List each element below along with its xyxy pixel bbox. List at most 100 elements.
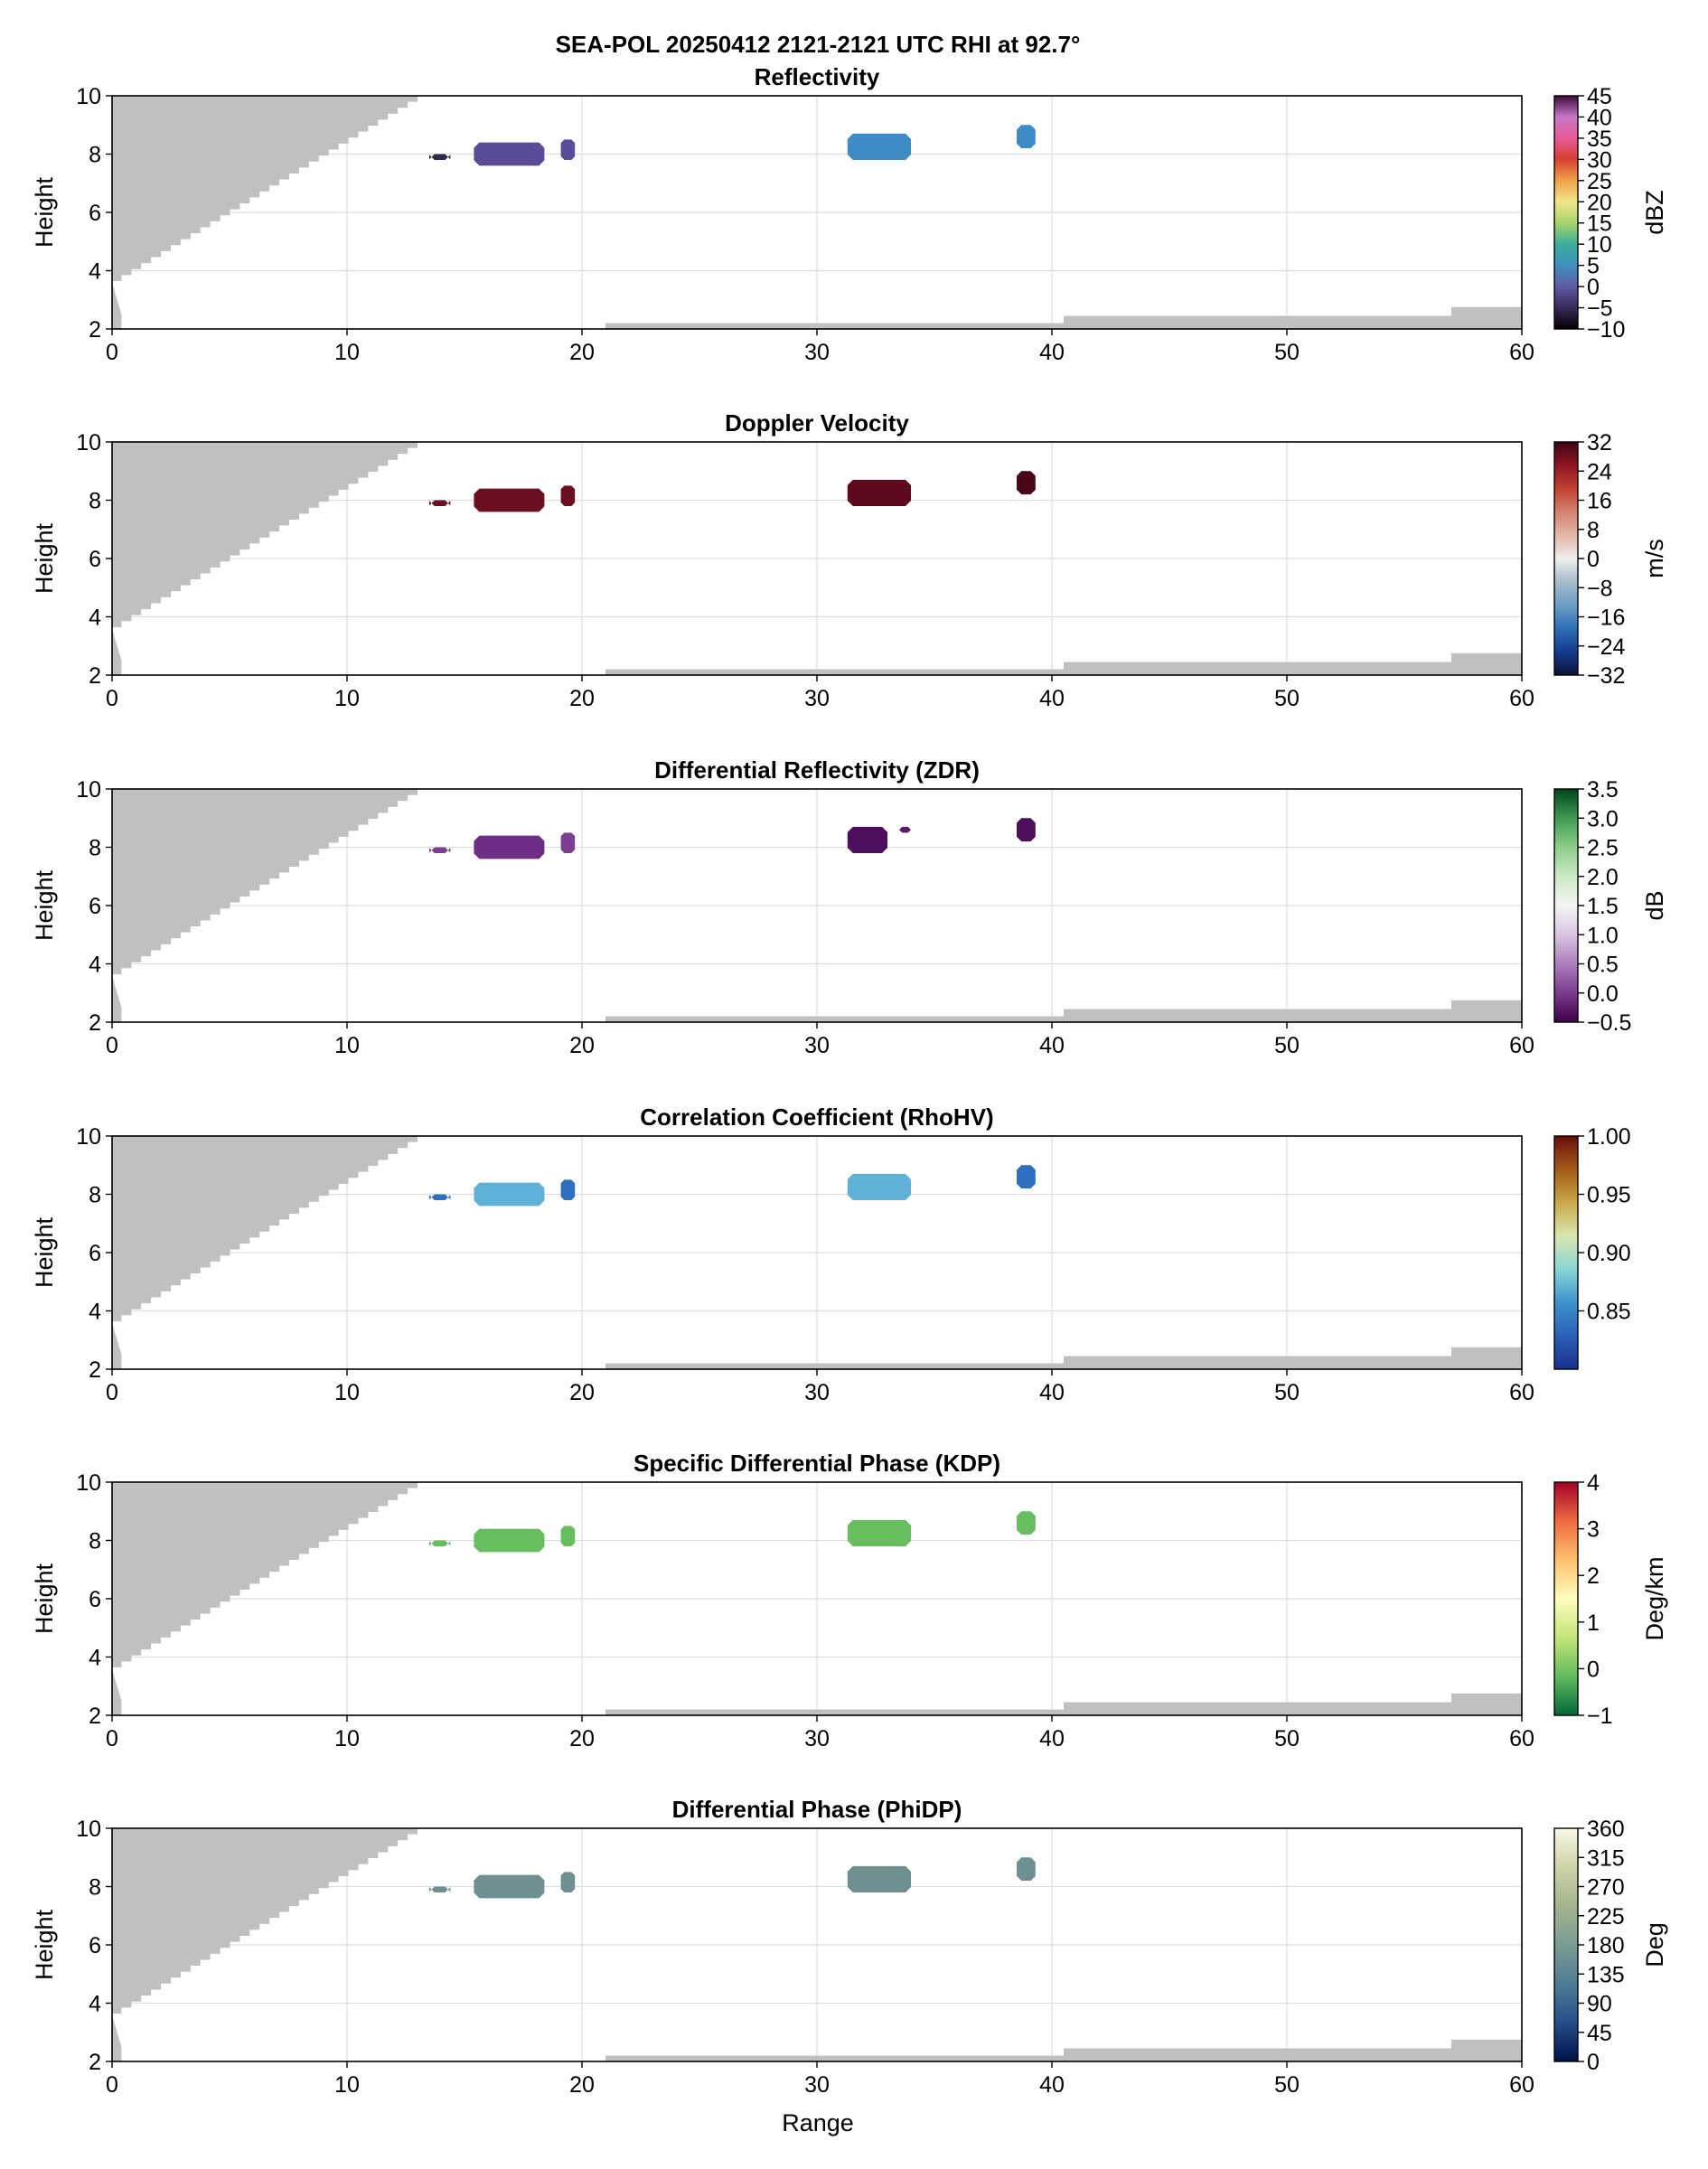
echo-cell (429, 1886, 451, 1892)
x-tick-label: 30 (804, 1726, 830, 1751)
colorbar-tick-label: 45 (1587, 2021, 1612, 2046)
colorbar-tick-label: 0 (1587, 2050, 1600, 2075)
y-tick-label: 2 (89, 2050, 101, 2075)
colorbar-tick-label: 35 (1587, 127, 1612, 152)
x-tick-label: 10 (334, 1726, 360, 1751)
x-tick-label: 0 (106, 340, 118, 365)
colorbar-tick-label: 270 (1587, 1875, 1625, 1901)
echo-cell (1017, 1857, 1036, 1882)
blocked-beam-region (111, 442, 418, 675)
echo-cell (560, 1526, 576, 1546)
echo-cell (560, 139, 576, 160)
x-tick-label: 60 (1509, 340, 1534, 365)
echo-cell (429, 847, 451, 853)
y-axis-label: Height (31, 1909, 58, 1980)
echo-cell (1017, 471, 1036, 495)
colorbar-tick-label: 0 (1587, 275, 1600, 300)
colorbar-label: Deg/km (1641, 1556, 1668, 1640)
y-tick-label: 4 (89, 1992, 101, 2017)
colorbar (1553, 1135, 1579, 1370)
x-tick-label: 20 (569, 340, 595, 365)
colorbar-tick-label: 20 (1587, 190, 1612, 215)
echo-cell (1017, 1165, 1036, 1189)
x-tick-label: 20 (569, 2072, 595, 2098)
below-horizon-region (605, 1709, 1064, 1715)
colorbar-tick-label: 10 (1587, 232, 1612, 258)
y-tick-label: 4 (89, 606, 101, 631)
x-tick-label: 10 (334, 1380, 360, 1405)
colorbar-tick-label: 2 (1587, 1563, 1600, 1589)
colorbar-tick-label: 225 (1587, 1904, 1625, 1930)
x-tick-label: 30 (804, 686, 830, 711)
x-tick-label: 50 (1274, 340, 1300, 365)
x-tick-label: 50 (1274, 1726, 1300, 1751)
x-tick-label: 10 (334, 686, 360, 711)
x-tick-label: 40 (1039, 2072, 1065, 2098)
colorbar-tick-label: 3.0 (1587, 806, 1619, 831)
x-tick-label: 40 (1039, 1726, 1065, 1751)
x-tick-label: 40 (1039, 1380, 1065, 1405)
y-tick-label: 6 (89, 1933, 101, 1958)
colorbar-tick-label: 1 (1587, 1610, 1600, 1636)
colorbar (1553, 1481, 1579, 1716)
colorbar-tick-label: 40 (1587, 105, 1612, 130)
colorbar-tick-label: 5 (1587, 254, 1600, 279)
x-tick-label: 10 (334, 2072, 360, 2098)
echo-cell (847, 826, 887, 853)
colorbar-tick-label: 180 (1587, 1933, 1625, 1958)
below-horizon-region (1064, 1009, 1451, 1022)
colorbar-tick-label: 135 (1587, 1962, 1625, 1987)
y-tick-label: 2 (89, 317, 101, 343)
y-tick-label: 2 (89, 1357, 101, 1383)
colorbar-tick-label: −8 (1587, 576, 1613, 601)
echo-cell (474, 142, 545, 166)
colorbar-tick-label: 90 (1587, 1992, 1612, 2017)
x-tick-label: 10 (334, 1033, 360, 1058)
x-tick-label: 20 (569, 686, 595, 711)
x-tick-label: 0 (106, 2072, 118, 2098)
x-tick-label: 50 (1274, 1033, 1300, 1058)
y-tick-label: 4 (89, 259, 101, 285)
below-horizon-region (1451, 653, 1522, 675)
y-tick-label: 10 (76, 1124, 101, 1150)
y-tick-label: 10 (76, 777, 101, 803)
y-tick-label: 6 (89, 1241, 101, 1266)
blocked-beam-region (111, 1136, 418, 1369)
x-tick-label: 60 (1509, 2072, 1534, 2098)
colorbar-label: m/s (1641, 539, 1668, 578)
colorbar (1553, 441, 1579, 676)
panel-title: Specific Differential Phase (KDP) (633, 1450, 1000, 1477)
colorbar-tick-label: 16 (1587, 489, 1612, 514)
below-horizon-region (1064, 1702, 1451, 1715)
echo-cell (847, 479, 911, 506)
colorbar-tick-label: 3 (1587, 1517, 1600, 1543)
x-axis-label: Range (782, 2109, 854, 2136)
y-tick-label: 6 (89, 547, 101, 572)
echo-cell (429, 1194, 451, 1200)
colorbar-tick-label: 0.90 (1587, 1241, 1631, 1266)
colorbar-tick-label: 4 (1587, 1470, 1600, 1496)
colorbar-tick-label: −10 (1587, 317, 1625, 343)
colorbar-tick-label: 0.5 (1587, 953, 1619, 978)
panel-5: Specific Differential Phase (KDP)0 10 20 30… (31, 1450, 1668, 1751)
y-tick-label: 8 (89, 1529, 101, 1554)
colorbar (1553, 1827, 1579, 2062)
below-horizon-region (605, 669, 1064, 675)
blocked-beam-region (111, 789, 418, 1022)
echo-cell (847, 1519, 911, 1546)
below-horizon-region (605, 2055, 1064, 2061)
blocked-beam-region (111, 1482, 418, 1715)
echo-cell (847, 133, 911, 160)
colorbar-tick-label: 8 (1587, 518, 1600, 543)
colorbar-label: Deg (1641, 1922, 1668, 1967)
y-tick-label: 6 (89, 1587, 101, 1612)
echo-cell (560, 485, 576, 506)
y-tick-label: 6 (89, 201, 101, 226)
colorbar-tick-label: 315 (1587, 1845, 1625, 1871)
y-tick-label: 8 (89, 143, 101, 168)
x-tick-label: 40 (1039, 1033, 1065, 1058)
y-axis-label: Height (31, 522, 58, 594)
below-horizon-region (605, 1016, 1064, 1022)
echo-cell (429, 1540, 451, 1546)
